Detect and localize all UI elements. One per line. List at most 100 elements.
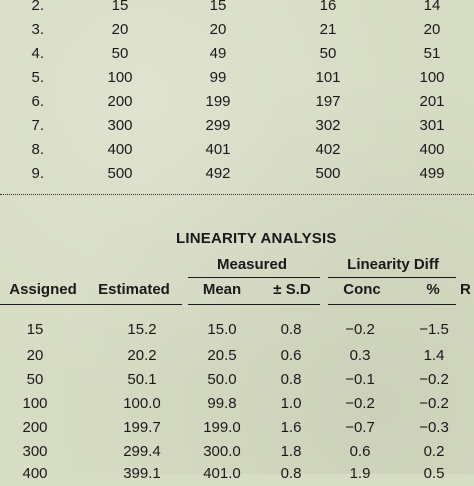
mean-value: 199.0 (203, 419, 241, 436)
linearity-row: 200 199.7 199.0 1.6 −0.7 −0.3 (0, 416, 474, 440)
top-table-row: 2. 15 15 16 14 (0, 0, 474, 19)
table-cell: 500 (107, 165, 133, 182)
estimated-value: 199.7 (123, 419, 161, 436)
table-cell: 100 (419, 69, 445, 86)
linearity-row: 400 399.1 401.0 0.8 1.9 0.5 (0, 462, 474, 486)
mean-value: 20.5 (207, 347, 237, 364)
sd-value: 0.8 (280, 321, 302, 338)
top-table-row: 7. 300 299 302 301 (0, 113, 474, 139)
top-table-row: 3. 20 20 21 20 (0, 17, 474, 43)
sd-value: 0.6 (280, 347, 302, 364)
sd-value: 1.0 (280, 395, 302, 412)
top-table-row: 8. 400 401 402 400 (0, 137, 474, 163)
table-cell: 302 (315, 117, 341, 134)
table-cell: 20 (209, 21, 227, 38)
mean-value: 50.0 (207, 371, 237, 388)
table-cell: 197 (315, 93, 341, 110)
table-cell: 20 (423, 21, 441, 38)
mean-value: 300.0 (203, 443, 241, 460)
percent-diff-value: −0.2 (419, 371, 449, 388)
table-cell: 51 (423, 45, 441, 62)
group-underline (328, 277, 456, 278)
table-cell: 21 (319, 21, 337, 38)
table-cell: 50 (319, 45, 337, 62)
column-header-mean: Mean (202, 281, 242, 298)
linearity-row: 100 100.0 99.8 1.0 −0.2 −0.2 (0, 392, 474, 416)
conc-diff-value: −0.7 (345, 419, 375, 436)
estimated-value: 15.2 (127, 321, 157, 338)
linearity-row: 15 15.2 15.0 0.8 −0.2 −1.5 (0, 318, 474, 342)
table-cell: 14 (423, 0, 441, 14)
percent-diff-value: 0.2 (423, 443, 445, 460)
table-cell: 50 (111, 45, 129, 62)
row-number: 9. (31, 165, 44, 182)
assigned-value: 20 (26, 347, 44, 364)
conc-diff-value: −0.2 (345, 321, 375, 338)
conc-diff-value: 0.3 (349, 347, 371, 364)
table-cell: 499 (419, 165, 445, 182)
table-cell: 199 (205, 93, 231, 110)
row-number: 6. (31, 93, 44, 110)
table-cell: 99 (209, 69, 227, 86)
top-table-row: 6. 200 199 197 201 (0, 89, 474, 115)
assigned-value: 15 (26, 321, 44, 338)
mean-value: 401.0 (203, 465, 241, 482)
estimated-value: 399.1 (123, 465, 161, 482)
conc-diff-value: −0.1 (345, 371, 375, 388)
table-cell: 201 (419, 93, 445, 110)
conc-diff-value: 0.6 (349, 443, 371, 460)
estimated-value: 20.2 (127, 347, 157, 364)
row-number: 4. (31, 45, 44, 62)
group-header-measured: Measured (216, 256, 288, 273)
table-cell: 101 (315, 69, 341, 86)
table-cell: 15 (209, 0, 227, 14)
sd-value: 0.8 (280, 465, 302, 482)
mean-value: 15.0 (207, 321, 237, 338)
linearity-row: 300 299.4 300.0 1.8 0.6 0.2 (0, 440, 474, 464)
row-number: 7. (31, 117, 44, 134)
table-cell: 300 (107, 117, 133, 134)
table-cell: 402 (315, 141, 341, 158)
dotted-divider (0, 194, 474, 195)
top-table-row: 4. 50 49 50 51 (0, 41, 474, 67)
table-cell: 20 (111, 21, 129, 38)
top-table-row: 9. 500 492 500 499 (0, 161, 474, 187)
column-header-sd: ± S.D (273, 281, 311, 298)
table-cell: 100 (107, 69, 133, 86)
percent-diff-value: 1.4 (423, 347, 445, 364)
column-header-conc: Conc (343, 281, 381, 298)
conc-diff-value: −0.2 (345, 395, 375, 412)
assigned-value: 100 (22, 395, 48, 412)
row-number: 3. (31, 21, 44, 38)
percent-diff-value: −0.2 (419, 395, 449, 412)
header-underline (188, 304, 320, 305)
column-header-assigned: Assigned (9, 281, 77, 298)
table-cell: 301 (419, 117, 445, 134)
section-title: LINEARITY ANALYSIS (176, 230, 337, 247)
mean-value: 99.8 (207, 395, 237, 412)
estimated-value: 299.4 (123, 443, 161, 460)
table-cell: 200 (107, 93, 133, 110)
assigned-value: 50 (26, 371, 44, 388)
linearity-row: 50 50.1 50.0 0.8 −0.1 −0.2 (0, 368, 474, 392)
header-underline (0, 304, 182, 305)
table-cell: 492 (205, 165, 231, 182)
sd-value: 1.6 (280, 419, 302, 436)
table-cell: 49 (209, 45, 227, 62)
table-cell: 400 (107, 141, 133, 158)
assigned-value: 200 (22, 419, 48, 436)
group-header-linearity-diff: Linearity Diff (347, 256, 439, 273)
percent-diff-value: −0.3 (419, 419, 449, 436)
sd-value: 0.8 (280, 371, 302, 388)
table-cell: 401 (205, 141, 231, 158)
top-table-row: 5. 100 99 101 100 (0, 65, 474, 91)
header-underline (328, 304, 456, 305)
percent-diff-value: 0.5 (423, 465, 445, 482)
sd-value: 1.8 (280, 443, 302, 460)
table-cell: 400 (419, 141, 445, 158)
conc-diff-value: 1.9 (349, 465, 371, 482)
table-cell: 15 (111, 0, 129, 14)
estimated-value: 50.1 (127, 371, 157, 388)
column-header-cut-off: R (460, 281, 471, 298)
